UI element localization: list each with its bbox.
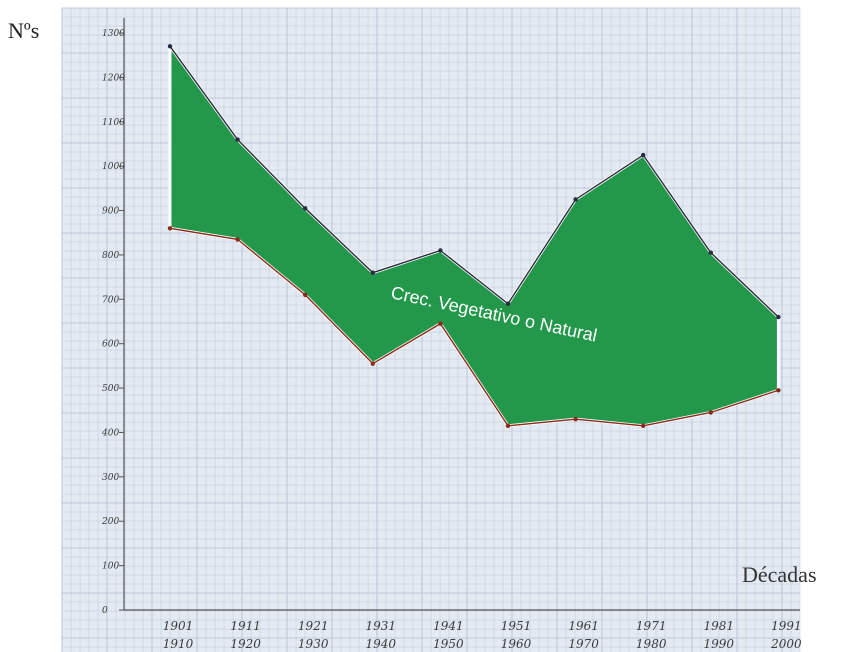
x-tick-label-start: 1961 bbox=[568, 619, 599, 633]
y-tick-label: 500 bbox=[102, 384, 119, 394]
x-tick-label-start: 1991 bbox=[771, 619, 802, 633]
x-tick-label-end: 1960 bbox=[501, 637, 532, 651]
y-tick-label: 100 bbox=[102, 562, 119, 572]
x-tick-label-end: 1990 bbox=[704, 637, 735, 651]
x-axis-label: Décadas bbox=[742, 562, 817, 587]
y-tick-label: 1000 bbox=[102, 162, 125, 172]
series-bottom-point bbox=[776, 388, 781, 393]
x-tick-label-start: 1941 bbox=[433, 619, 464, 633]
x-tick-label-start: 1951 bbox=[501, 619, 532, 633]
series-bottom-point bbox=[505, 423, 511, 429]
x-tick-label-end: 1920 bbox=[230, 637, 261, 651]
series-bottom-point bbox=[573, 416, 578, 422]
x-tick-label-end: 1980 bbox=[636, 637, 667, 651]
series-bottom-point bbox=[370, 361, 375, 366]
y-tick-label: 700 bbox=[102, 295, 119, 305]
series-top-line bbox=[169, 45, 779, 318]
x-tick-labels: 1901 1910 1911 1920 1921 1930 1931 1940 1941 1950… bbox=[163, 619, 802, 651]
series-top-point bbox=[641, 152, 646, 158]
series-bottom-point bbox=[708, 410, 713, 415]
series-top-point bbox=[235, 137, 240, 142]
x-tick-label-start: 1981 bbox=[704, 619, 735, 633]
series-top-point bbox=[573, 197, 578, 202]
series-bottom-point bbox=[641, 423, 646, 429]
series-bottom-point bbox=[167, 226, 173, 231]
series-top-point bbox=[438, 248, 443, 253]
x-tick-label-start: 1911 bbox=[230, 619, 261, 633]
x-tick-label-start: 1921 bbox=[298, 619, 329, 633]
x-tick-label-end: 1940 bbox=[366, 637, 397, 651]
series-bottom-point bbox=[235, 237, 240, 242]
series-bottom-line bbox=[169, 227, 779, 427]
y-tick-label: 300 bbox=[102, 473, 119, 483]
x-tick-label-end: 1970 bbox=[568, 637, 599, 651]
series-top-point bbox=[303, 206, 308, 211]
x-tick-label-end: 1910 bbox=[163, 637, 194, 651]
x-tick-label-start: 1931 bbox=[366, 619, 397, 633]
series-bottom-point bbox=[303, 292, 308, 298]
y-tick-label: 600 bbox=[102, 340, 119, 350]
y-tick-label: 800 bbox=[102, 251, 119, 261]
x-tick-label-end: 1930 bbox=[298, 637, 329, 651]
series-top-point bbox=[708, 250, 713, 255]
y-tick-label: 1200 bbox=[102, 73, 125, 83]
y-axis-label: Nºs bbox=[8, 18, 40, 43]
x-tick-label-start: 1901 bbox=[163, 619, 194, 633]
y-tick-label: 400 bbox=[101, 428, 119, 438]
series-top-point bbox=[505, 301, 511, 306]
y-tick-label: 900 bbox=[102, 207, 119, 217]
y-tick-labels: 0 100 200 300 400 500 600 700 800 900 1000 1100 1200… bbox=[101, 29, 125, 616]
x-tick-label-end: 2000 bbox=[770, 637, 802, 651]
y-tick-label: 1300 bbox=[102, 29, 125, 39]
series-top-point bbox=[776, 314, 781, 320]
y-tick-label: 1100 bbox=[102, 118, 125, 128]
x-tick-label-start: 1971 bbox=[636, 619, 667, 633]
x-tick-label-end: 1950 bbox=[433, 637, 464, 651]
series-points bbox=[167, 44, 781, 429]
y-tick-label: 0 bbox=[102, 606, 108, 616]
series-lines bbox=[169, 45, 779, 427]
y-tick-label: 200 bbox=[101, 517, 119, 527]
series-bottom-point bbox=[438, 321, 443, 326]
series-top-point bbox=[370, 270, 375, 275]
series-top-point bbox=[167, 44, 173, 49]
